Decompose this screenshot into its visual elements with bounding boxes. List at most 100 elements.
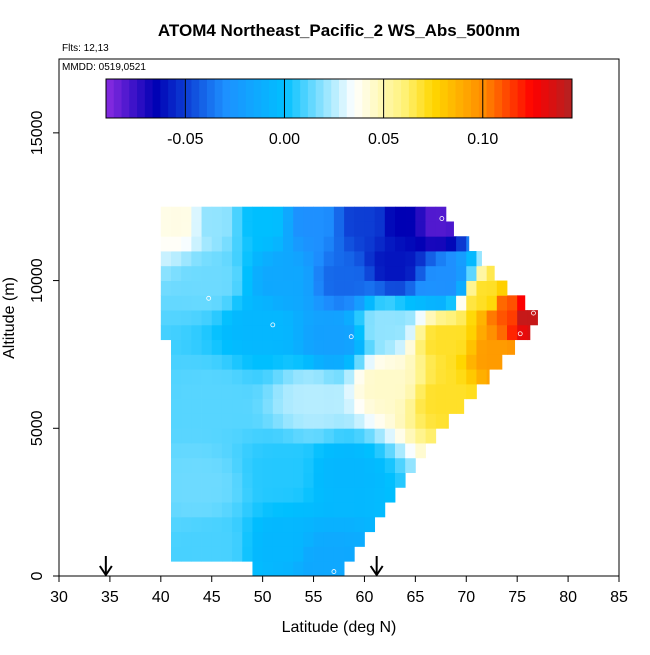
heatmap-cell <box>191 295 202 311</box>
heatmap-cell <box>191 472 202 488</box>
heatmap-cell <box>364 295 376 311</box>
heatmap-cell <box>354 280 365 296</box>
heatmap-cell <box>191 310 202 326</box>
heatmap-cell <box>313 310 325 326</box>
heatmap-cell <box>384 310 396 326</box>
heatmap-cell <box>252 531 264 547</box>
heatmap-cell <box>435 206 447 222</box>
heatmap-cell <box>171 531 182 547</box>
heatmap-cell <box>333 502 345 518</box>
heatmap-cell <box>303 413 314 429</box>
heatmap-cell <box>354 531 365 547</box>
heatmap-cell <box>293 457 304 473</box>
heatmap-cell <box>384 221 396 237</box>
heatmap-cell <box>445 295 457 311</box>
heatmap-cell <box>425 295 437 311</box>
heatmap-cell <box>211 310 223 326</box>
colorbar-swatch <box>354 79 363 118</box>
heatmap-cell <box>364 383 376 400</box>
heatmap-cell <box>415 295 426 311</box>
heatmap-cell <box>364 251 376 267</box>
colorbar-swatch <box>106 79 115 118</box>
y-tick-label: 0 <box>29 571 46 580</box>
heatmap-cell <box>466 310 477 326</box>
heatmap-cell <box>293 561 304 577</box>
heatmap-cell <box>201 339 213 355</box>
heatmap-cell <box>435 295 447 311</box>
heatmap-cell <box>272 561 284 577</box>
heatmap-cell <box>221 546 233 562</box>
y-axis: 0 5000 10000 15000 <box>29 111 59 580</box>
heatmap-cell <box>333 295 345 311</box>
heatmap-cell <box>313 339 325 355</box>
colorbar-swatch <box>183 79 192 118</box>
heatmap-cell <box>517 324 528 341</box>
heatmap-cell <box>395 265 406 281</box>
heatmap-cell <box>374 339 386 355</box>
heatmap-cell <box>323 369 335 385</box>
heatmap-cell <box>252 472 264 488</box>
x-tick-label: 40 <box>152 589 170 606</box>
heatmap-cell <box>221 531 233 547</box>
heatmap-cell <box>456 398 465 414</box>
heatmap-cell <box>262 354 274 370</box>
heatmap-cell <box>262 383 274 400</box>
heatmap-cell <box>211 472 223 488</box>
heatmap-cell <box>405 206 416 222</box>
heatmap-cell <box>262 236 274 252</box>
heatmap-cell <box>221 354 233 370</box>
heatmap-cell <box>191 413 202 429</box>
heatmap-cell <box>211 280 223 296</box>
colorbar-swatch <box>307 79 317 118</box>
heatmap-cell <box>191 369 202 385</box>
heatmap-cell <box>262 413 274 429</box>
heatmap-cell <box>232 236 243 252</box>
heatmap-cell <box>323 428 335 444</box>
heatmap-cell <box>445 251 457 267</box>
heatmap-cell <box>283 221 294 237</box>
heatmap-cell <box>456 280 467 296</box>
heatmap-cell <box>283 516 294 533</box>
x-tick-label: 80 <box>559 589 577 606</box>
heatmap-cell <box>323 265 335 281</box>
heatmap-cell <box>181 206 192 222</box>
heatmap-cell <box>232 265 243 281</box>
colorbar-swatch <box>331 79 340 118</box>
heatmap-cell <box>374 354 386 370</box>
heatmap-cell <box>191 206 202 222</box>
heatmap-cell <box>232 428 243 444</box>
heatmap-cell <box>303 206 314 222</box>
heatmap-cell <box>313 280 325 296</box>
heatmap-cell <box>364 339 376 355</box>
heatmap-cell <box>456 324 467 341</box>
heatmap-cell <box>364 265 376 281</box>
heatmap-cell <box>191 502 202 518</box>
heatmap-cell <box>283 472 294 488</box>
heatmap-cell <box>425 236 437 252</box>
heatmap-cell <box>384 443 396 459</box>
heatmap-cell <box>303 531 314 547</box>
heatmap-cell <box>405 369 416 385</box>
heatmap-cell <box>333 383 345 400</box>
heatmap-cell <box>201 383 213 400</box>
heatmap-cell <box>425 369 437 385</box>
heatmap-cell <box>405 280 416 296</box>
heatmap-cell <box>364 236 376 252</box>
heatmap-cell <box>333 236 345 252</box>
heatmap-cells <box>160 206 538 577</box>
heatmap-cell <box>211 383 223 400</box>
heatmap-cell <box>272 221 284 237</box>
heatmap-cell <box>262 310 274 326</box>
heatmap-cell <box>272 398 284 414</box>
heatmap-cell <box>272 443 284 459</box>
colorbar-swatch <box>556 79 565 118</box>
heatmap-cell <box>191 354 202 370</box>
heatmap-cell <box>211 295 223 311</box>
heatmap-cell <box>191 443 202 459</box>
heatmap-cell <box>354 265 365 281</box>
colorbar-swatch <box>230 79 239 118</box>
heatmap-cell <box>221 502 233 518</box>
heatmap-cell <box>476 369 488 385</box>
heatmap-cell <box>313 265 325 281</box>
heatmap-cell <box>201 236 213 252</box>
